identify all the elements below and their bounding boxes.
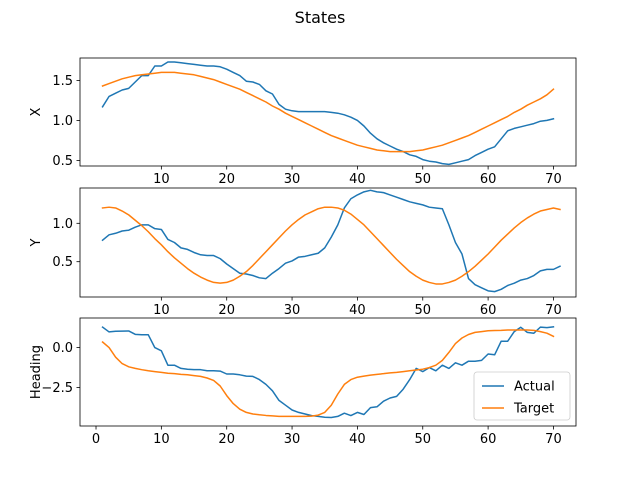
- y-tick-label: −2.5: [41, 381, 73, 396]
- y-tick-label: 0.0: [52, 341, 73, 356]
- x-tick-label: 0: [92, 432, 100, 447]
- x-tick-label: 70: [545, 172, 562, 187]
- y-tick-label: 1.0: [52, 217, 73, 232]
- series-line-target: [101, 71, 555, 153]
- chart-title: States: [295, 8, 346, 27]
- series-line-target: [101, 206, 561, 285]
- x-tick-label: 70: [545, 303, 562, 318]
- y-axis-label: Heading: [29, 345, 44, 399]
- x-tick-label: 10: [153, 172, 170, 187]
- legend-label-target: Target: [513, 402, 554, 417]
- y-tick-label: 0.5: [52, 255, 73, 270]
- series-line-actual: [101, 61, 555, 166]
- x-tick-label: 70: [545, 432, 562, 447]
- y-axis-label: X: [29, 107, 44, 116]
- legend-label-actual: Actual: [514, 380, 555, 395]
- series-line-target: [101, 329, 555, 418]
- y-axis-label: Y: [29, 238, 44, 247]
- y-tick-label: 0.5: [52, 154, 73, 169]
- x-tick-label: 50: [414, 172, 431, 187]
- x-tick-label: 60: [480, 303, 497, 318]
- x-tick-label: 30: [284, 432, 301, 447]
- y-tick-label: 1.0: [52, 114, 73, 129]
- y-axes: 10 20 30 40 50 60 70 0.5 1.0 Y: [29, 187, 577, 318]
- x-tick-label: 40: [349, 303, 366, 318]
- x-tick-label: 40: [349, 432, 366, 447]
- x-tick-label: 30: [284, 172, 301, 187]
- x-tick-label: 10: [153, 432, 170, 447]
- x-tick-label: 50: [414, 432, 431, 447]
- x-tick-label: 10: [153, 303, 170, 318]
- axes-frame: [79, 317, 577, 427]
- x-axes: 10 20 30 40 50 60 70 0.5 1.0 1.5 X: [29, 57, 577, 187]
- x-tick-label: 40: [349, 172, 366, 187]
- x-tick-label: 20: [218, 303, 235, 318]
- series-line-actual: [101, 189, 561, 293]
- x-tick-label: 20: [218, 432, 235, 447]
- legend: Actual Target: [473, 371, 571, 421]
- x-tick-label: 60: [480, 172, 497, 187]
- x-tick-label: 20: [218, 172, 235, 187]
- axes-frame: [79, 187, 577, 298]
- series-line-actual: [101, 325, 555, 419]
- x-tick-label: 60: [480, 432, 497, 447]
- axes-frame: [79, 57, 577, 167]
- x-tick-label: 50: [414, 303, 431, 318]
- y-tick-label: 1.5: [52, 74, 73, 89]
- x-tick-label: 30: [284, 303, 301, 318]
